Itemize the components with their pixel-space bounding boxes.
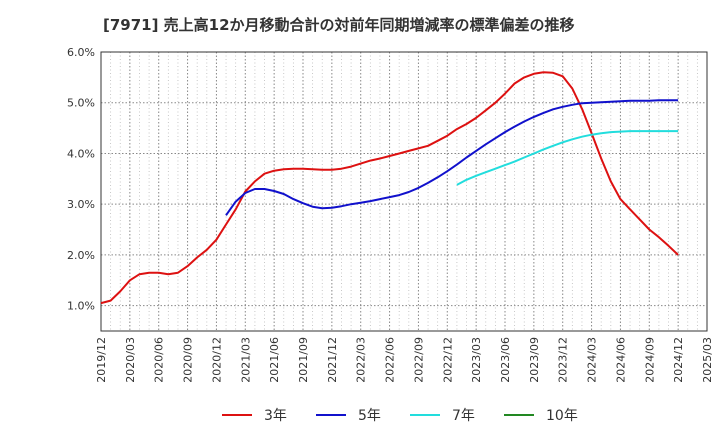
- x-tick-label: 2023/03: [470, 337, 483, 383]
- x-tick-label: 2021/12: [326, 337, 339, 383]
- x-tick-label: 2021/09: [297, 337, 310, 383]
- x-tick-label: 2024/12: [672, 337, 685, 383]
- x-tick-label: 2024/06: [614, 337, 627, 383]
- series-line-3年: [100, 71, 679, 305]
- series-line-7年: [456, 130, 679, 186]
- legend-label: 10年: [546, 408, 578, 424]
- x-tick-label: 2024/03: [586, 337, 599, 383]
- x-tick-label: 2024/09: [643, 337, 656, 383]
- x-tick-label: 2023/12: [557, 337, 570, 383]
- plot-area: [101, 52, 707, 331]
- x-tick-label: 2020/03: [124, 337, 137, 383]
- x-tick-label: 2022/12: [441, 337, 454, 383]
- y-tick-label: 6.0%: [67, 46, 95, 59]
- series-line-5年: [225, 99, 679, 216]
- y-tick-label: 1.0%: [67, 300, 95, 313]
- y-tick-label: 4.0%: [67, 147, 95, 160]
- x-tick-label: 2020/12: [210, 337, 223, 383]
- x-tick-label: 2025/03: [701, 337, 714, 383]
- x-tick-label: 2023/06: [499, 337, 512, 383]
- x-tick-label: 2021/06: [268, 337, 281, 383]
- plot-frame: [100, 51, 708, 332]
- x-tick-label: 2020/09: [182, 337, 195, 383]
- legend-label: 5年: [358, 408, 381, 424]
- y-tick-label: 2.0%: [67, 249, 95, 262]
- x-tick-label: 2022/06: [384, 337, 397, 383]
- x-tick-label: 2019/12: [95, 337, 108, 383]
- legend-label: 3年: [264, 408, 287, 424]
- y-tick-label: 5.0%: [67, 97, 95, 110]
- x-tick-label: 2021/03: [239, 337, 252, 383]
- x-tick-label: 2022/03: [355, 337, 368, 383]
- chart-title: [7971] 売上高12か月移動合計の対前年同期増減率の標準偏差の推移: [103, 16, 575, 34]
- y-tick-label: 3.0%: [67, 198, 95, 211]
- x-tick-label: 2020/06: [153, 337, 166, 383]
- legend-label: 7年: [452, 408, 475, 424]
- x-tick-label: 2022/09: [412, 337, 425, 383]
- x-tick-label: 2023/09: [528, 337, 541, 383]
